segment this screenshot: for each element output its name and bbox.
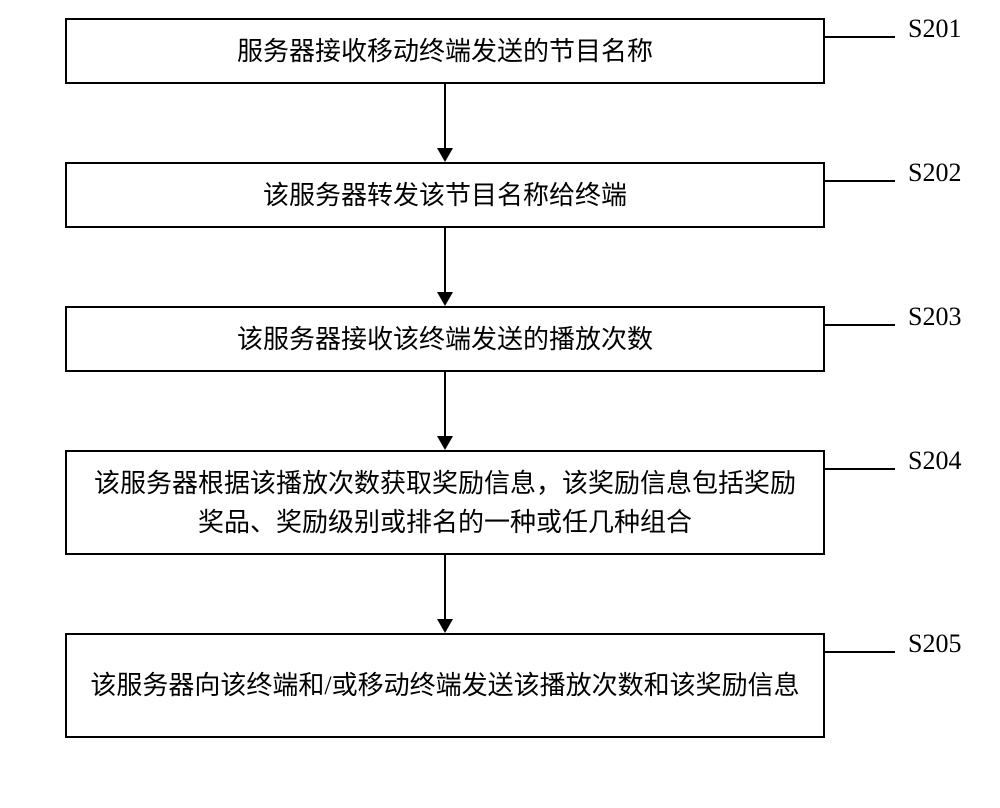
flowchart-box-s205: 该服务器向该终端和/或移动终端发送该播放次数和该奖励信息 xyxy=(65,633,825,738)
flowchart-box-s203: 该服务器接收该终端发送的播放次数 xyxy=(65,306,825,372)
flowchart-step-label: S205 xyxy=(908,629,961,659)
arrow-head-icon xyxy=(437,619,453,633)
arrow-head-icon xyxy=(437,292,453,306)
flowchart-box-text: 该服务器转发该节目名称给终端 xyxy=(263,176,627,215)
arrow-head-icon xyxy=(437,436,453,450)
connector-line xyxy=(825,651,895,653)
connector-line xyxy=(825,324,895,326)
connector-line xyxy=(825,468,895,470)
flowchart-container: 服务器接收移动终端发送的节目名称 S201 该服务器转发该节目名称给终端 S202 该服… xyxy=(0,0,1000,808)
flowchart-box-text: 该服务器向该终端和/或移动终端发送该播放次数和该奖励信息 xyxy=(90,666,799,705)
flowchart-step-label: S202 xyxy=(908,158,961,188)
flowchart-step-label: S203 xyxy=(908,302,961,332)
flowchart-box-text: 该服务器接收该终端发送的播放次数 xyxy=(237,320,653,359)
connector-line xyxy=(825,180,895,182)
connector-line xyxy=(825,36,895,38)
flowchart-box-text: 服务器接收移动终端发送的节目名称 xyxy=(237,32,653,71)
arrow-line xyxy=(444,372,446,436)
arrow-line xyxy=(444,84,446,148)
flowchart-step-label: S201 xyxy=(908,14,961,44)
arrow-line xyxy=(444,555,446,619)
arrow-line xyxy=(444,228,446,292)
arrow-head-icon xyxy=(437,148,453,162)
flowchart-step-label: S204 xyxy=(908,446,961,476)
flowchart-box-s202: 该服务器转发该节目名称给终端 xyxy=(65,162,825,228)
flowchart-box-text: 该服务器根据该播放次数获取奖励信息，该奖励信息包括奖励奖品、奖励级别或排名的一种… xyxy=(87,464,803,542)
flowchart-box-s204: 该服务器根据该播放次数获取奖励信息，该奖励信息包括奖励奖品、奖励级别或排名的一种… xyxy=(65,450,825,555)
flowchart-box-s201: 服务器接收移动终端发送的节目名称 xyxy=(65,18,825,84)
